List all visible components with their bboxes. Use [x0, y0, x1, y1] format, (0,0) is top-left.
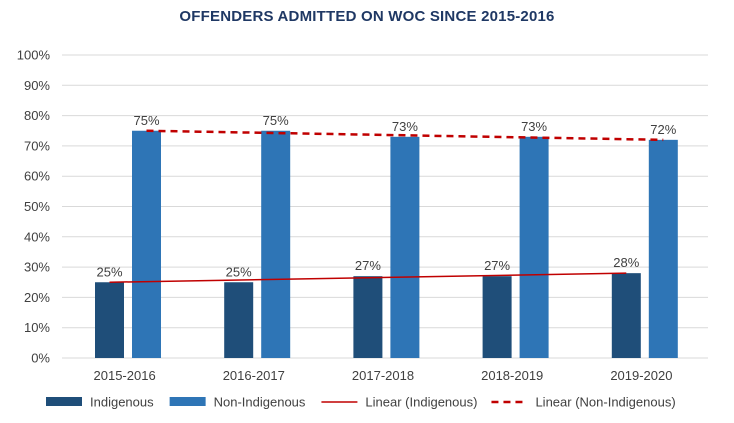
chart-title: OFFENDERS ADMITTED ON WOC SINCE 2015-201…: [179, 8, 555, 25]
trendline-non-indigenous: [146, 129, 664, 142]
bar-indigenous: [224, 282, 254, 358]
legend-label-trend-non-indigenous: Linear (Non-Indigenous): [535, 395, 675, 410]
bar-indigenous: [611, 273, 641, 358]
bar-indigenous: [353, 276, 383, 358]
legend-label-trend-indigenous: Linear (Indigenous): [365, 395, 477, 410]
x-tick-label: 2016-2017: [223, 368, 285, 383]
y-tick-label: 90%: [24, 78, 50, 93]
bar-indigenous: [482, 276, 512, 358]
y-tick-label: 10%: [24, 320, 50, 335]
x-tick-label: 2015-2016: [94, 368, 156, 383]
data-label-indigenous: 25%: [226, 264, 252, 279]
legend-swatch-non-indigenous: [169, 397, 206, 406]
y-tick-label: 30%: [24, 260, 50, 275]
trendline-indigenous: [109, 272, 627, 283]
bar-non-indigenous: [132, 130, 161, 358]
y-tick-label: 40%: [24, 229, 50, 244]
y-tick-label: 70%: [24, 138, 50, 153]
x-tick-label: 2018-2019: [481, 368, 543, 383]
bar-indigenous: [95, 282, 124, 358]
data-label-non-indigenous: 73%: [521, 119, 547, 134]
legend-label-indigenous: Indigenous: [90, 395, 154, 410]
bar-non-indigenous: [648, 139, 678, 358]
data-label-indigenous: 27%: [355, 258, 381, 273]
data-label-indigenous: 27%: [484, 258, 510, 273]
legend-swatch-indigenous: [46, 397, 82, 406]
x-tick-label: 2017-2018: [352, 368, 414, 383]
y-tick-label: 50%: [24, 199, 50, 214]
data-label-non-indigenous: 75%: [263, 113, 289, 128]
bar-non-indigenous: [261, 130, 291, 358]
data-label-non-indigenous: 72%: [650, 122, 676, 137]
y-tick-label: 80%: [24, 108, 50, 123]
data-label-non-indigenous: 73%: [392, 119, 418, 134]
data-label-indigenous: 28%: [613, 255, 639, 270]
data-label-indigenous: 25%: [96, 264, 122, 279]
legend-label-non-indigenous: Non-Indigenous: [214, 395, 306, 410]
y-tick-label: 20%: [24, 290, 50, 305]
data-label-non-indigenous: 75%: [133, 113, 159, 128]
bar-non-indigenous: [519, 136, 549, 358]
y-tick-label: 60%: [24, 169, 50, 184]
bar-non-indigenous: [390, 136, 420, 358]
y-tick-label: 0%: [31, 351, 50, 366]
y-tick-label: 100%: [17, 48, 51, 63]
x-tick-label: 2019-2020: [610, 368, 672, 383]
